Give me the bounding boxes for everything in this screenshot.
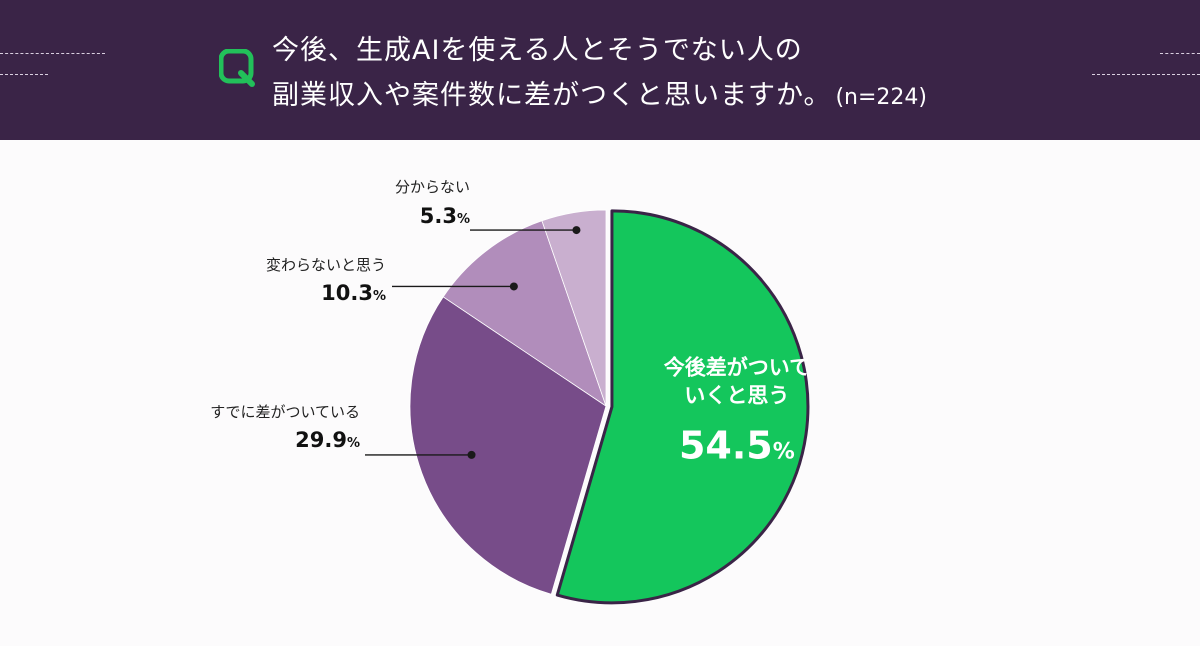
slice-label: 今後差がついて xyxy=(664,355,810,379)
title-line-2-text: 副業収入や案件数に差がつくと思いますか。 xyxy=(272,80,832,111)
question-title: 今後、生成AIを使える人とそうでない人の 副業収入や案件数に差がつくと思いますか… xyxy=(272,28,1032,120)
slice-value-label: 5.3% xyxy=(420,204,470,228)
slice-value-label: 54.5% xyxy=(679,423,795,467)
header-dash-left-top xyxy=(0,53,105,54)
pie-slice xyxy=(442,220,607,407)
header-dash-left-bottom xyxy=(0,74,48,75)
leader-dot xyxy=(467,450,476,459)
pie-slice xyxy=(555,209,810,605)
header-dash-right-bottom xyxy=(1092,74,1200,75)
title-line-1: 今後、生成AIを使える人とそうでない人の xyxy=(272,35,803,66)
sample-size: (n=224) xyxy=(835,85,928,110)
leader-dot xyxy=(509,282,518,291)
slice-label: 変わらないと思う xyxy=(266,256,386,274)
slice-label: いくと思う xyxy=(684,383,789,407)
pie-slice xyxy=(409,296,607,595)
q-icon xyxy=(219,49,255,87)
pie-slice xyxy=(541,209,607,407)
slice-label: すでに差がついている xyxy=(210,403,360,421)
header-banner: 今後、生成AIを使える人とそうでない人の 副業収入や案件数に差がつくと思いますか… xyxy=(0,0,1200,140)
slice-value-label: 29.9% xyxy=(295,428,360,452)
header-dash-right-top xyxy=(1160,53,1200,54)
leader-dot xyxy=(572,226,581,235)
slice-value-label: 10.3% xyxy=(321,281,386,305)
title-line-2: 副業収入や案件数に差がつくと思いますか。 (n=224) xyxy=(272,73,1032,120)
slice-label: 分からない xyxy=(395,178,470,196)
